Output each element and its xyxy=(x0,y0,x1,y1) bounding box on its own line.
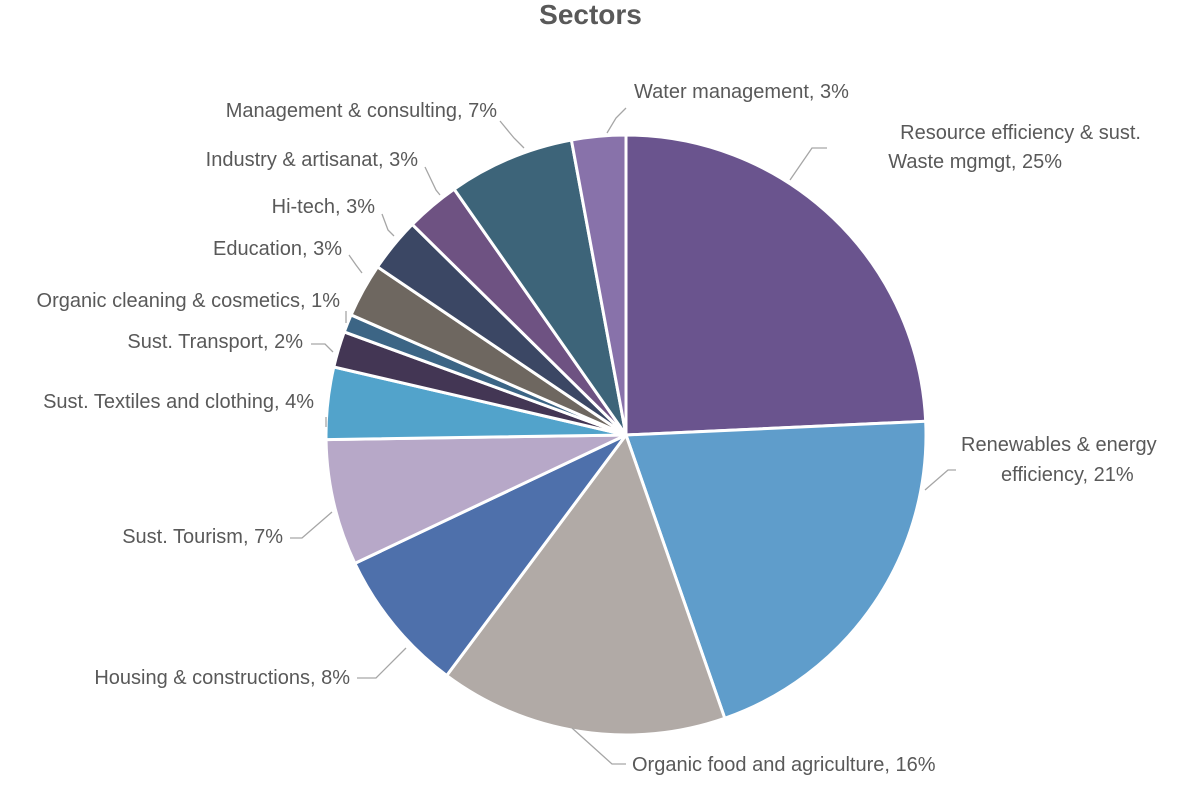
pie-slice xyxy=(452,138,628,436)
leader-line xyxy=(290,511,333,539)
leader-lines xyxy=(290,107,956,765)
pie-slice xyxy=(352,433,628,678)
slice-label: efficiency, 21% xyxy=(1001,464,1134,486)
slice-label: Waste mgmgt, 25% xyxy=(888,151,1062,173)
pie-slices xyxy=(324,133,928,737)
slice-label: Industry & artisanat, 3% xyxy=(206,149,419,171)
slice-label: Hi-tech, 3% xyxy=(272,196,376,218)
leader-line xyxy=(499,120,525,149)
leader-line xyxy=(924,469,956,491)
slice-label: Sust. Tourism, 7% xyxy=(122,526,283,548)
pie-slice xyxy=(623,419,928,721)
leader-line xyxy=(348,254,363,274)
leader-line xyxy=(357,647,407,679)
pie-slice xyxy=(624,133,928,437)
leader-line xyxy=(606,107,627,134)
slice-label: Education, 3% xyxy=(213,238,342,260)
leader-line xyxy=(424,166,441,196)
leader-line xyxy=(571,727,626,765)
chart-title: Sectors xyxy=(539,0,642,30)
slice-label: Water management, 3% xyxy=(634,81,849,103)
leader-line xyxy=(789,147,827,181)
pie-slice xyxy=(569,133,628,436)
slice-label: Resource efficiency & sust. xyxy=(900,122,1141,144)
slice-label: Sust. Textiles and clothing, 4% xyxy=(43,391,314,413)
slice-labels: Resource efficiency & sust. Waste mgmgt, … xyxy=(37,81,1157,776)
leader-line xyxy=(311,343,334,353)
slice-label: Management & consulting, 7% xyxy=(226,100,497,122)
slice-label: Organic cleaning & cosmetics, 1% xyxy=(37,290,341,312)
slice-label: Renewables & energy xyxy=(961,434,1157,456)
slice-label: Sust. Transport, 2% xyxy=(127,331,303,353)
slice-label: Housing & constructions, 8% xyxy=(94,667,350,689)
pie-slice xyxy=(444,431,727,737)
leader-line xyxy=(381,213,395,237)
pie-slice xyxy=(324,433,627,566)
slice-label: Organic food and agriculture, 16% xyxy=(632,754,936,776)
